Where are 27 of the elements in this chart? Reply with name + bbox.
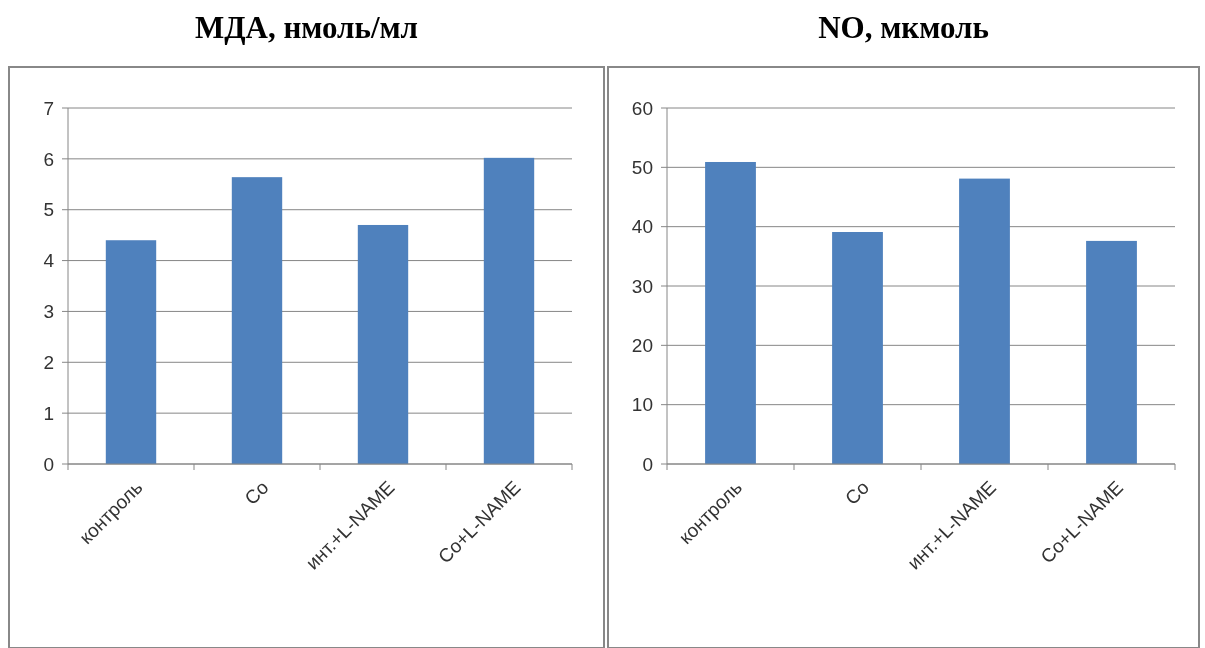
chart-title: МДА, нмоль/мл — [194, 10, 419, 45]
y-tick-label: 5 — [43, 199, 54, 221]
y-tick-label: 10 — [631, 394, 653, 416]
y-tick-label: 1 — [43, 402, 54, 424]
y-tick-label: 6 — [43, 148, 54, 170]
y-tick-label: 2 — [43, 351, 54, 373]
y-tick-label: 0 — [642, 453, 653, 475]
bar — [1086, 240, 1137, 464]
bar — [959, 178, 1010, 464]
y-tick-label: 3 — [43, 301, 54, 323]
y-tick-label: 50 — [631, 156, 653, 178]
chart-title: NO, мкмоль — [818, 10, 989, 45]
bar — [483, 157, 535, 464]
y-tick-label: 4 — [43, 250, 55, 272]
x-tick-label: Co — [841, 476, 874, 509]
y-tick-label: 40 — [631, 216, 653, 238]
bar — [105, 240, 157, 464]
y-tick-label: 7 — [43, 97, 54, 119]
y-tick-label: 60 — [631, 97, 653, 119]
bar — [357, 224, 409, 464]
y-tick-label: 30 — [631, 275, 653, 297]
bar — [705, 161, 756, 464]
y-tick-label: 0 — [43, 453, 54, 475]
bar — [832, 232, 883, 464]
y-tick-label: 20 — [631, 334, 653, 356]
bar — [231, 177, 283, 464]
x-tick-label: Co — [240, 476, 273, 509]
